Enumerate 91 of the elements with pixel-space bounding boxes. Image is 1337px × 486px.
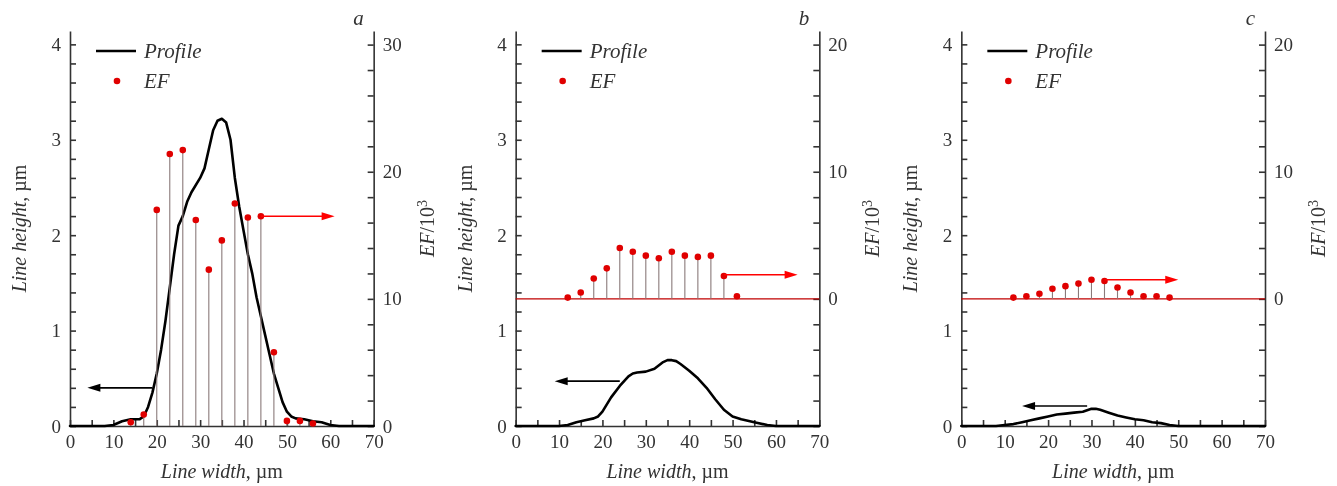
y-tick-label: 4 (51, 33, 62, 55)
point (590, 275, 598, 282)
point (681, 252, 689, 259)
point (244, 214, 252, 221)
point (166, 150, 174, 158)
y-axis-title: Line height, µm (899, 164, 923, 294)
x-tick-label: 70 (1256, 431, 1275, 453)
x-tick-label: 60 (1212, 431, 1232, 453)
legend-label: EF (1034, 69, 1062, 93)
y2-tick-label: 0 (1274, 288, 1284, 310)
x-tick-label: 60 (766, 431, 786, 453)
y-tick-label: 3 (497, 129, 507, 151)
y-tick-label: 4 (942, 33, 953, 55)
x-tick-label: 20 (593, 431, 613, 453)
legend-label: Profile (588, 39, 648, 63)
point (140, 411, 148, 418)
y-tick-label: 2 (51, 224, 61, 246)
y2-tick-label: 0 (828, 288, 838, 310)
x-tick-label: 0 (511, 431, 521, 453)
x-tick-label: 30 (191, 431, 211, 453)
point (1127, 289, 1134, 296)
chart-title: c (1245, 6, 1256, 30)
point (616, 244, 624, 252)
legend-label: Profile (1034, 39, 1093, 63)
point (707, 252, 715, 259)
y2-tick-label: 20 (1274, 34, 1293, 56)
y-tick-label: 3 (51, 129, 61, 151)
legend-label: Profile (143, 39, 202, 63)
x-tick-label: 10 (550, 431, 570, 453)
y-tick-label: 2 (942, 224, 953, 246)
point (668, 248, 676, 256)
x-tick-label: 50 (277, 431, 297, 453)
y-tick-label: 0 (51, 415, 61, 437)
legend-label: EF (143, 69, 170, 93)
point (1075, 280, 1082, 287)
legend-label: EF (588, 69, 616, 93)
x-tick-label: 40 (1125, 431, 1145, 453)
x-tick-label: 10 (104, 431, 124, 453)
point (153, 206, 161, 214)
chart-title: a (353, 6, 364, 30)
point (1114, 284, 1121, 291)
x-tick-label: 20 (147, 431, 167, 453)
y-axis-title: Line height, µm (453, 164, 477, 294)
y-tick-label: 1 (942, 320, 953, 342)
x-tick-label: 40 (680, 431, 700, 453)
y-tick-label: 4 (497, 33, 508, 55)
point (231, 200, 239, 207)
y-tick-label: 0 (942, 415, 953, 437)
y2-tick-label: 10 (828, 161, 848, 183)
x-tick-label: 40 (234, 431, 254, 453)
point (694, 253, 702, 261)
y-tick-label: 1 (51, 320, 61, 342)
y-axis-title: Line height, µm (8, 164, 31, 294)
y2-tick-label: 0 (382, 415, 393, 437)
point (270, 348, 278, 356)
y2-tick-label: 20 (828, 34, 848, 56)
point (1088, 276, 1095, 284)
y2-tick-label: 30 (382, 34, 402, 56)
x-tick-label: 20 (1039, 431, 1059, 453)
y2-tick-label: 10 (1274, 161, 1293, 183)
x-tick-label: 0 (957, 431, 967, 453)
x-tick-label: 50 (723, 431, 743, 453)
y-tick-label: 1 (497, 320, 507, 342)
x-tick-label: 30 (636, 431, 656, 453)
y2-tick-label: 10 (382, 288, 402, 310)
chart-title: b (798, 6, 810, 30)
point (205, 266, 213, 273)
y2-tick-label: 20 (382, 161, 402, 183)
x-tick-label: 70 (810, 431, 830, 453)
x-tick-label: 70 (364, 431, 384, 453)
point (1049, 285, 1056, 292)
x-tick-label: 30 (1082, 431, 1102, 453)
y-tick-label: 0 (497, 415, 507, 437)
point (1062, 282, 1069, 290)
x-axis-title: Line width, µm (605, 460, 729, 483)
x-tick-label: 60 (321, 431, 341, 453)
x-axis-title: Line width, µm (1051, 460, 1175, 483)
x-axis-title: Line width, µm (159, 460, 284, 483)
point (603, 265, 611, 272)
x-tick-label: 50 (1169, 431, 1189, 453)
x-tick-label: 0 (65, 431, 76, 453)
x-tick-label: 10 (995, 431, 1015, 453)
y-tick-label: 3 (942, 129, 953, 151)
point (629, 248, 637, 256)
point (192, 216, 200, 224)
y-tick-label: 2 (497, 224, 507, 246)
point (642, 252, 650, 259)
point (218, 237, 226, 244)
point (655, 254, 663, 262)
point (577, 289, 585, 296)
point (179, 146, 187, 154)
